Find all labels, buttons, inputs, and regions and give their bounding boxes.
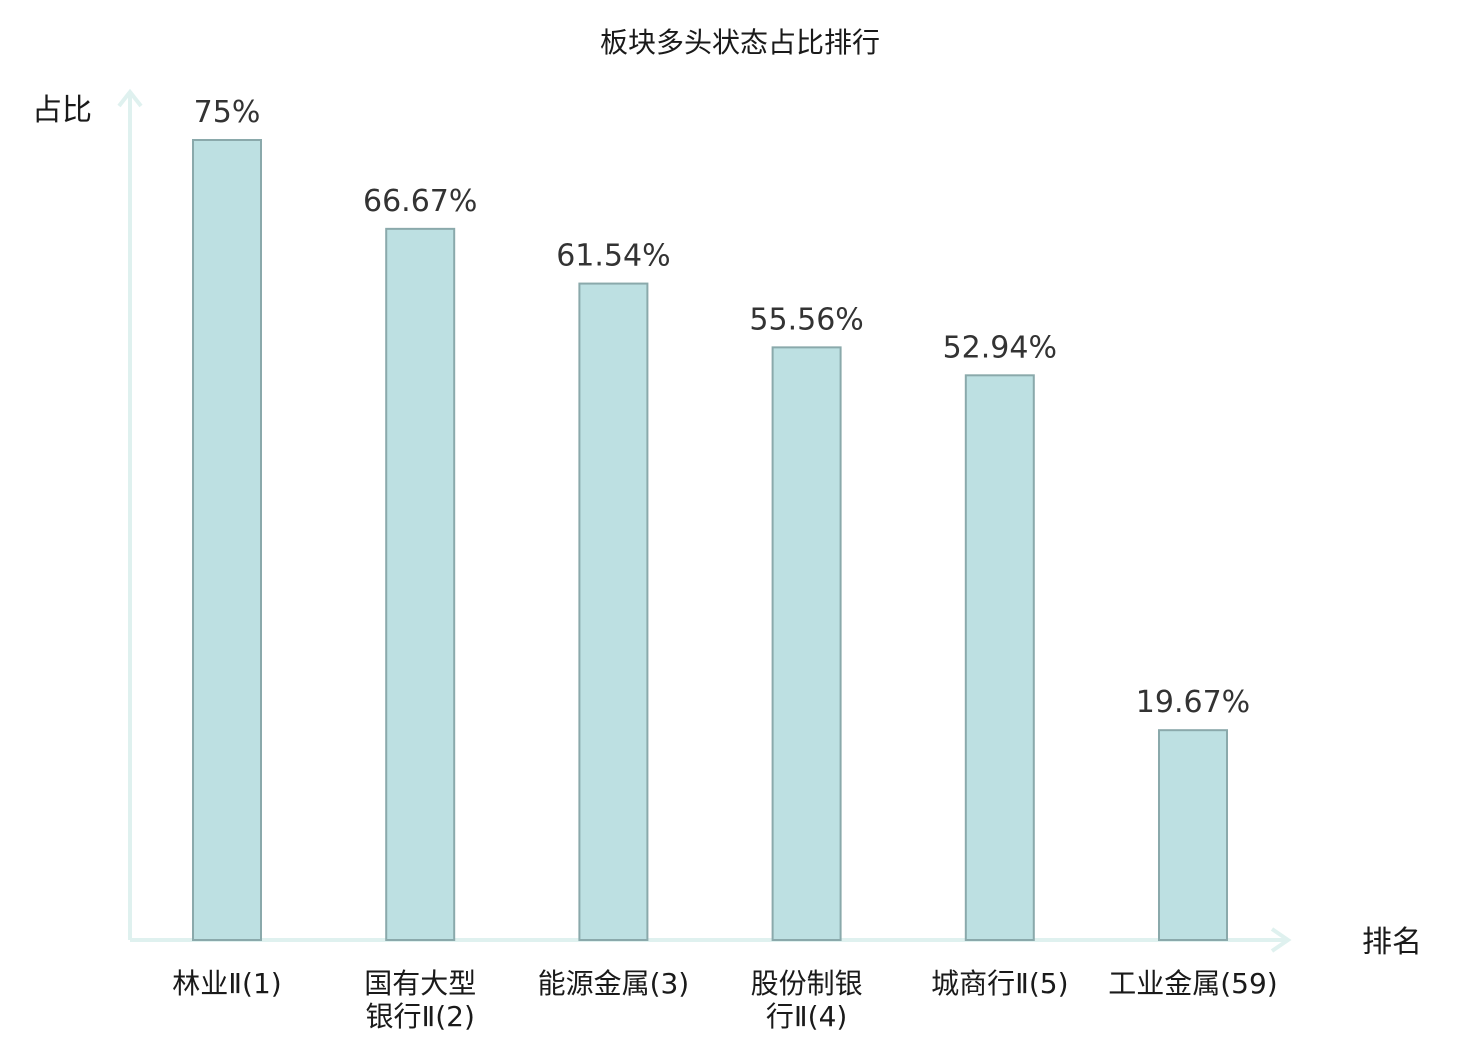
category-label-4-line-1: 股份制银 [751, 967, 863, 1000]
category-label-3: 能源金属(3) [538, 967, 690, 1000]
value-label-6: 19.67% [1136, 685, 1250, 720]
x-axis [130, 927, 1292, 953]
category-label-5: 城商行Ⅱ(5) [931, 967, 1068, 1000]
bar-5 [964, 374, 1035, 942]
value-label-4: 55.56% [749, 302, 863, 337]
value-label-1: 75% [194, 95, 261, 130]
category-label-4-line-2: 行Ⅱ(4) [766, 1000, 847, 1033]
bar-2 [385, 227, 456, 941]
value-labels: 75% 66.67% 61.54% 55.56% 52.94% 19.67% [194, 95, 1251, 720]
bar-6 [1158, 729, 1228, 941]
category-label-2-line-1: 国有大型 [364, 967, 476, 1000]
value-label-3: 61.54% [556, 239, 670, 274]
x-axis-label: 排名 [1362, 925, 1422, 960]
category-label-6: 工业金属(59) [1108, 967, 1277, 1000]
value-label-5: 52.94% [943, 330, 1057, 365]
bar-4 [771, 346, 842, 941]
value-label-2: 66.67% [363, 184, 477, 219]
y-axis-label: 占比 [32, 93, 92, 128]
category-label-1: 林业Ⅱ(1) [172, 967, 281, 1000]
chart-title: 板块多头状态占比排行 [600, 26, 880, 59]
bar-1 [192, 139, 262, 941]
y-axis [117, 88, 143, 940]
category-label-2-line-2: 银行Ⅱ(2) [365, 1000, 474, 1033]
bar-series [192, 139, 1228, 942]
bar-3 [578, 282, 649, 942]
